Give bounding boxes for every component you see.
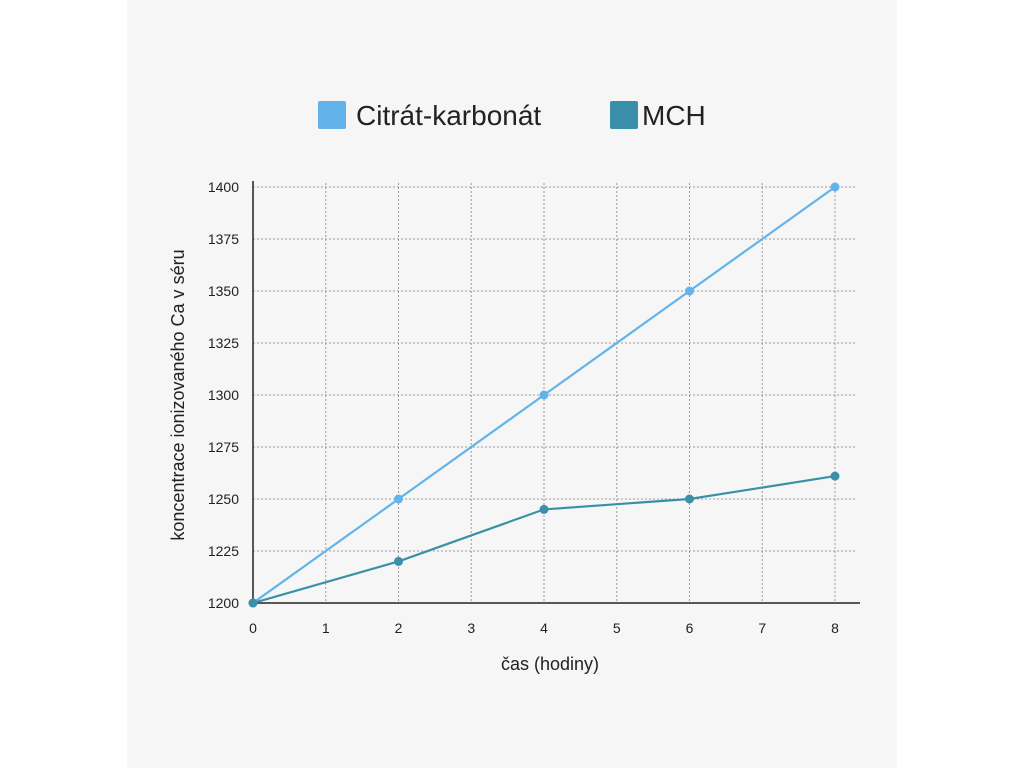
tick-labels: 0 1 2 3 4 5 6 7 8 1200 1225 1250 1275 1300 1325 1350 137… (208, 179, 839, 636)
legend-swatch-mch (610, 101, 638, 129)
data-point-citrat-karbonat (539, 390, 549, 400)
chart-card (127, 0, 897, 768)
y-tick-label: 1400 (208, 179, 239, 195)
grid (253, 183, 857, 603)
data-point-mch (248, 598, 258, 608)
x-tick-label: 8 (831, 620, 839, 636)
x-tick-label: 0 (249, 620, 257, 636)
legend-swatch-citrat-karbonat (318, 101, 346, 129)
x-tick-label: 7 (758, 620, 766, 636)
legend-label-citrat-karbonat: Citrát-karbonát (356, 100, 541, 131)
data-point-mch (830, 471, 840, 481)
data-point-mch (539, 504, 549, 514)
y-tick-label: 1275 (208, 439, 239, 455)
y-tick-label: 1375 (208, 231, 239, 247)
y-axis-label: koncentrace ionizovaného Ca v séru (168, 249, 188, 540)
x-tick-label: 4 (540, 620, 548, 636)
y-tick-label: 1300 (208, 387, 239, 403)
y-tick-label: 1225 (208, 543, 239, 559)
y-tick-label: 1325 (208, 335, 239, 351)
x-tick-label: 3 (467, 620, 475, 636)
y-tick-label: 1350 (208, 283, 239, 299)
series-layer (248, 182, 840, 608)
legend: Citrát-karbonát MCH (318, 100, 706, 131)
x-tick-label: 1 (322, 620, 330, 636)
axes (249, 181, 860, 607)
x-tick-label: 2 (395, 620, 403, 636)
data-point-citrat-karbonat (830, 182, 840, 192)
y-tick-label: 1250 (208, 491, 239, 507)
data-point-mch (685, 494, 694, 504)
y-tick-label: 1200 (208, 595, 239, 611)
legend-label-mch: MCH (642, 100, 706, 131)
data-point-citrat-karbonat (685, 286, 694, 296)
x-tick-label: 5 (613, 620, 621, 636)
x-axis-label: čas (hodiny) (501, 654, 599, 674)
x-tick-label: 6 (686, 620, 694, 636)
data-point-citrat-karbonat (394, 494, 403, 504)
data-point-mch (394, 556, 403, 566)
